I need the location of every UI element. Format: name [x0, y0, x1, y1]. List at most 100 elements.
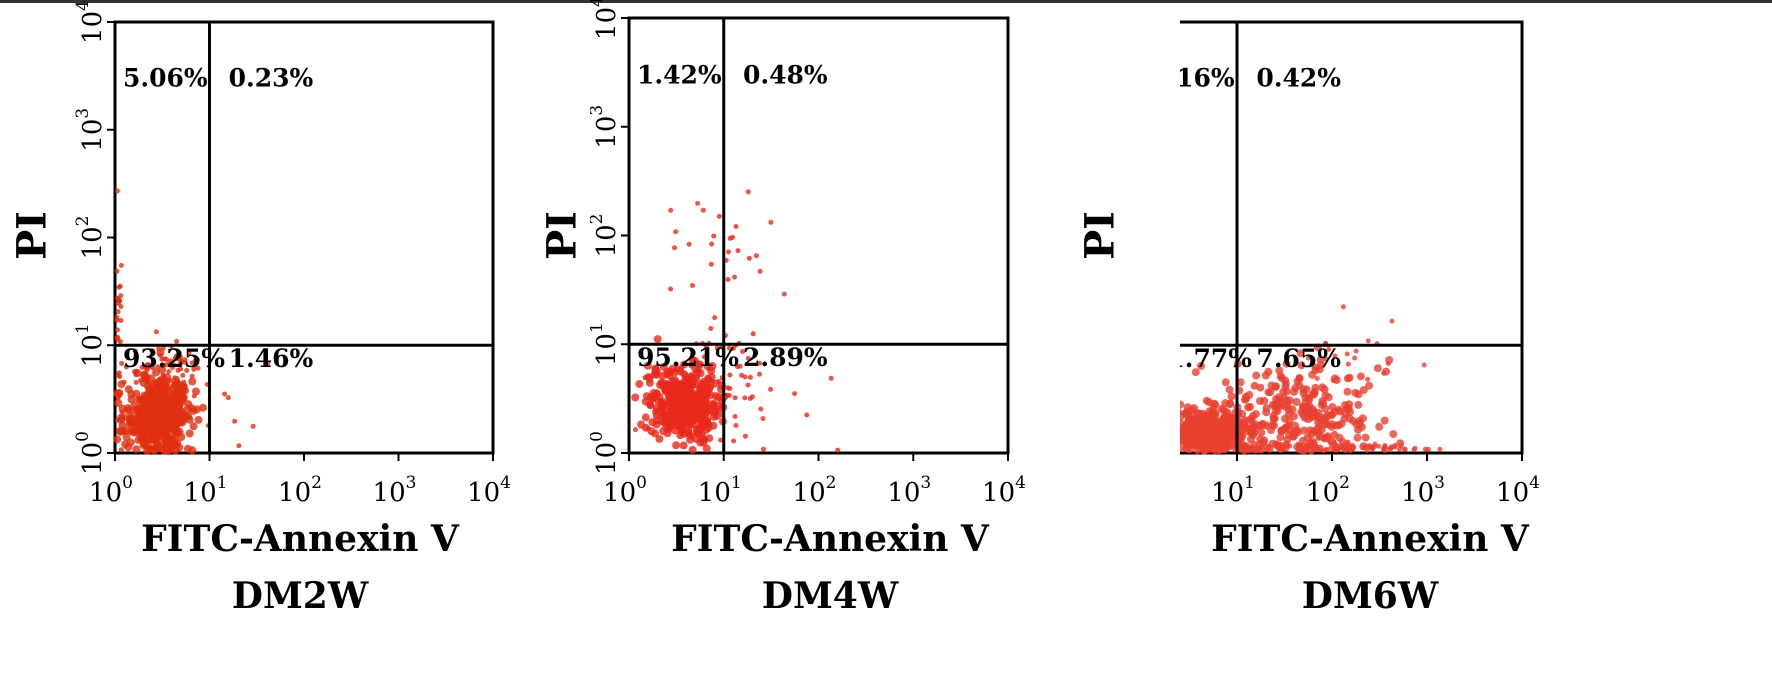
event-dot — [1266, 388, 1275, 397]
event-dot — [119, 360, 125, 366]
axis-ticks: 100 101 102 103 104 100 101 102 103 104 — [73, 0, 511, 508]
event-dot — [178, 366, 184, 372]
event-dot — [705, 434, 714, 443]
event-dot — [117, 297, 123, 303]
event-dot — [132, 445, 141, 454]
event-dot — [1218, 432, 1227, 441]
event-dot — [1279, 388, 1288, 396]
event-dot — [1354, 390, 1363, 399]
event-dot — [121, 379, 127, 385]
event-dot — [1221, 378, 1230, 387]
panel-dm2w: PI 5.06% 0.23% 93.25% 1.46% 100 101 102 103 104 1… — [0, 0, 590, 689]
event-dot — [1261, 371, 1270, 380]
event-dot — [1356, 372, 1365, 381]
event-dot — [192, 387, 200, 396]
event-dot — [195, 365, 201, 371]
event-dot — [1318, 397, 1327, 406]
x-tick-label: 101 — [184, 473, 228, 508]
event-dot — [137, 434, 146, 442]
event-dot — [1257, 428, 1266, 437]
event-dot — [757, 371, 762, 377]
event-dot — [1194, 409, 1203, 418]
event-dot — [645, 426, 651, 431]
event-dot — [733, 224, 739, 229]
event-dot — [159, 356, 165, 362]
event-dot — [1303, 447, 1309, 453]
event-dot — [1269, 411, 1278, 420]
event-dot — [117, 283, 123, 289]
event-dot — [683, 418, 692, 427]
event-dot — [666, 408, 675, 417]
event-dot — [177, 433, 186, 442]
event-dot — [712, 315, 718, 321]
event-dot — [132, 348, 138, 354]
event-dot — [1412, 445, 1418, 451]
event-dot — [727, 372, 733, 378]
quadrant-upper-right-pct: 0.48% — [743, 60, 828, 89]
panel-dm6w: PI 0.16%0.42%91.77%7.65%1001011021031041… — [1077, 0, 1770, 689]
y-axis-label: PI — [538, 211, 586, 260]
event-dot — [144, 376, 150, 382]
event-dot — [1437, 446, 1443, 452]
event-dot — [133, 372, 139, 378]
event-dot — [1324, 447, 1330, 453]
event-dot — [114, 399, 123, 407]
event-dot — [653, 335, 662, 344]
event-dot — [732, 274, 737, 280]
event-dot — [694, 360, 703, 369]
event-dot — [730, 234, 736, 240]
event-dot — [1224, 423, 1233, 432]
event-dot — [1352, 355, 1358, 361]
event-dot — [1191, 368, 1200, 377]
event-dot — [1315, 436, 1321, 441]
top-border — [0, 0, 1772, 3]
event-dot — [1320, 385, 1329, 394]
event-dot — [1225, 385, 1234, 394]
quadrant-lower-right-pct: 1.46% — [229, 344, 314, 373]
event-dot — [119, 409, 125, 415]
event-dot — [153, 428, 162, 437]
event-dot — [155, 379, 161, 385]
event-dot — [1247, 444, 1256, 453]
event-dot — [122, 433, 131, 441]
event-dot — [1389, 318, 1395, 324]
event-dot — [688, 404, 694, 410]
event-dot — [701, 386, 707, 392]
event-dot — [1361, 433, 1370, 442]
event-dot — [148, 445, 157, 454]
event-dot — [114, 317, 120, 323]
event-dot — [1180, 400, 1185, 409]
x-tick-label: 103 — [887, 473, 931, 508]
event-dot — [152, 368, 160, 377]
event-dot — [155, 364, 161, 370]
event-dot — [1259, 438, 1268, 447]
x-tick-label: 100 — [89, 473, 133, 508]
event-dot — [673, 229, 679, 235]
event-dot — [662, 416, 671, 425]
event-dot — [115, 372, 121, 378]
event-dot — [731, 438, 737, 444]
event-dot — [760, 416, 766, 422]
event-dot — [194, 415, 203, 424]
event-dot — [655, 435, 664, 443]
event-dot — [697, 421, 706, 429]
event-dot — [156, 403, 162, 409]
event-dot — [1285, 396, 1294, 405]
event-dot — [140, 440, 149, 449]
event-dot — [1217, 404, 1226, 413]
event-dot — [757, 268, 763, 274]
event-dot — [635, 380, 644, 388]
event-dot — [668, 207, 674, 213]
event-dot — [1315, 365, 1324, 374]
event-dot — [1267, 381, 1276, 390]
y-tick-label: 104 — [590, 0, 622, 40]
event-dot — [186, 350, 192, 356]
event-dot — [250, 423, 256, 429]
event-dot — [161, 373, 167, 379]
y-tick-label: 101 — [590, 322, 622, 366]
event-dot — [1392, 444, 1398, 450]
event-dot — [1345, 400, 1354, 409]
event-dot — [1211, 400, 1220, 409]
event-dot — [166, 437, 174, 446]
event-dot — [650, 370, 659, 379]
